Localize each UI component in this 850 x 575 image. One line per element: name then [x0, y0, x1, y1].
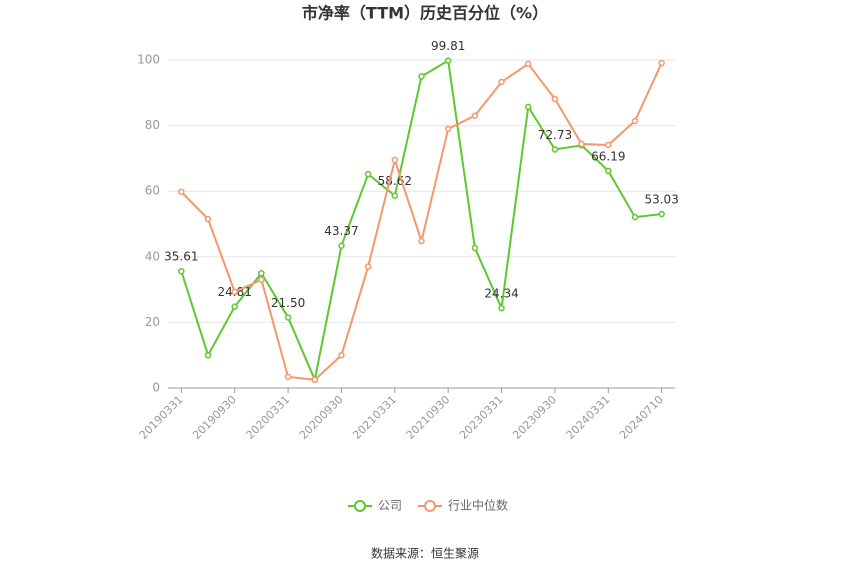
data-point — [578, 140, 585, 148]
data-point — [524, 103, 532, 111]
x-tick-label: 20200331 — [244, 393, 293, 442]
data-point — [391, 192, 399, 199]
data-point — [631, 117, 639, 125]
source: 数据来源：恒生聚源 — [371, 546, 479, 561]
x-tick-label: 20200930 — [297, 393, 346, 442]
legend-label: 行业中位数 — [448, 498, 508, 513]
data-label: 53.03 — [644, 193, 678, 207]
y-tick-label: 20 — [145, 315, 160, 329]
legend-marker — [354, 500, 366, 512]
data-point — [178, 267, 185, 275]
data-point — [364, 263, 372, 270]
y-tick-label: 0 — [152, 381, 160, 395]
data-point — [418, 237, 425, 245]
data-point — [471, 112, 479, 120]
data-point — [605, 141, 612, 149]
x-tick-label: 20240331 — [564, 393, 613, 442]
legend-item: 公司 — [348, 499, 402, 513]
data-point — [524, 60, 532, 68]
data-point — [444, 125, 452, 133]
data-point — [551, 95, 559, 103]
series-line — [180, 62, 663, 381]
data-point — [444, 57, 452, 64]
data-point — [231, 288, 238, 296]
data-label: 72.73 — [538, 128, 572, 142]
data-point — [338, 242, 345, 249]
x-tick-label: 20210930 — [404, 393, 453, 442]
data-label: 21.50 — [271, 296, 305, 310]
data-point — [498, 304, 505, 312]
x-tick-label: 20230930 — [510, 393, 559, 442]
data-label: 66.19 — [591, 149, 625, 163]
y-tick-label: 60 — [145, 184, 160, 198]
chart-title: 市净率（TTM）历史百分位（%） — [302, 4, 548, 23]
series-line — [180, 59, 662, 384]
data-point — [258, 276, 265, 284]
data-point — [204, 215, 212, 223]
data-point — [364, 170, 372, 178]
legend-marker — [424, 500, 436, 512]
data-point — [178, 188, 185, 196]
data-point — [391, 156, 399, 164]
x-tick-label: 20240710 — [617, 393, 666, 442]
data-point — [284, 314, 292, 321]
data-point — [471, 244, 479, 252]
x-tick-label: 20190930 — [190, 393, 239, 442]
data-point — [204, 351, 212, 359]
legend-label: 公司 — [378, 499, 402, 513]
data-label: 58.62 — [378, 174, 412, 188]
data-point — [311, 376, 319, 384]
x-tick-label: 20190331 — [137, 393, 186, 442]
y-tick-label: 40 — [145, 249, 160, 263]
data-label: 99.81 — [431, 39, 465, 53]
legend-item: 行业中位数 — [418, 498, 508, 513]
data-label: 43.37 — [324, 224, 358, 238]
data-point — [418, 73, 425, 80]
data-point — [551, 146, 559, 153]
x-tick-label: 20230331 — [457, 393, 506, 442]
data-point — [498, 78, 505, 86]
data-label: 24.34 — [484, 287, 518, 301]
data-point — [658, 210, 665, 218]
data-point — [284, 373, 292, 381]
y-tick-label: 80 — [145, 118, 160, 132]
data-point — [605, 167, 612, 175]
x-tick-label: 20210331 — [350, 393, 399, 442]
data-label: 35.61 — [164, 250, 198, 264]
data-point — [631, 213, 639, 221]
data-point — [231, 303, 238, 310]
y-tick-label: 100 — [137, 53, 160, 67]
data-point — [258, 269, 265, 277]
data-point — [658, 59, 665, 67]
data-point — [338, 351, 345, 359]
